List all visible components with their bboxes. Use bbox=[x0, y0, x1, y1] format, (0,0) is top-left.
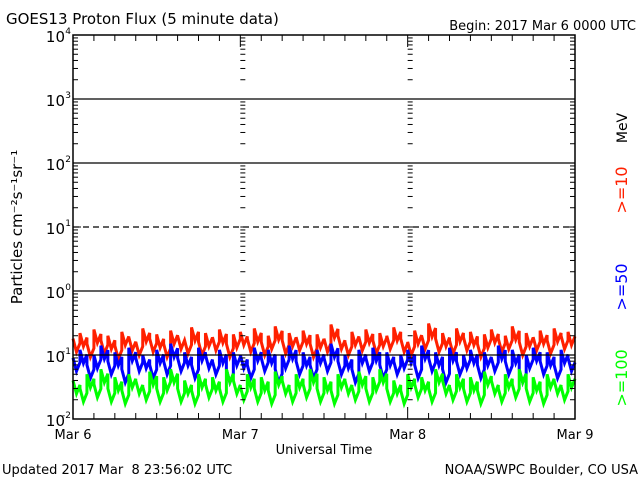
unit-label: MeV bbox=[615, 112, 631, 143]
updated-label: Updated 2017 Mar 8 23:56:02 UTC bbox=[2, 463, 232, 478]
series-group bbox=[71, 323, 577, 409]
y-tick-label: 10 bbox=[46, 220, 65, 238]
chart-title: GOES13 Proton Flux (5 minute data) bbox=[6, 10, 279, 28]
y-tick-exponent: 4 bbox=[65, 27, 71, 37]
y-tick-label: 10 bbox=[46, 348, 65, 366]
y-tick-exponent: 2 bbox=[65, 155, 71, 165]
y-tick-label: 10 bbox=[46, 28, 65, 46]
x-axis-label: Universal Time bbox=[276, 443, 373, 458]
credit-label: NOAA/SWPC Boulder, CO USA bbox=[445, 463, 638, 478]
y-tick-label: 10 bbox=[46, 412, 65, 430]
legend-ge100: >=100 bbox=[612, 349, 631, 406]
y-tick-label: 10 bbox=[46, 92, 65, 110]
x-tick-label: Mar 9 bbox=[557, 428, 594, 443]
x-tick-label: Mar 7 bbox=[222, 428, 259, 443]
series-line-0 bbox=[71, 323, 577, 364]
y-tick-exponent: -2 bbox=[62, 411, 71, 421]
y-tick-exponent: -1 bbox=[62, 347, 71, 357]
series-line-2 bbox=[71, 368, 577, 409]
y-tick-label: 10 bbox=[46, 284, 65, 302]
legend-ge50: >=50 bbox=[612, 263, 631, 310]
x-tick-label: Mar 8 bbox=[389, 428, 426, 443]
x-tick-label: Mar 6 bbox=[55, 428, 92, 443]
y-axis-label: Particles cm⁻²s⁻¹sr⁻¹ bbox=[8, 150, 26, 304]
series-line-1 bbox=[71, 343, 577, 388]
begin-label: Begin: 2017 Mar 6 0000 UTC bbox=[449, 19, 636, 34]
y-tick-exponent: 1 bbox=[65, 219, 71, 229]
y-tick-exponent: 0 bbox=[65, 283, 71, 293]
legend-ge10: >=10 bbox=[612, 166, 631, 213]
y-tick-label: 10 bbox=[46, 156, 65, 174]
y-tick-exponent: 3 bbox=[65, 91, 71, 101]
